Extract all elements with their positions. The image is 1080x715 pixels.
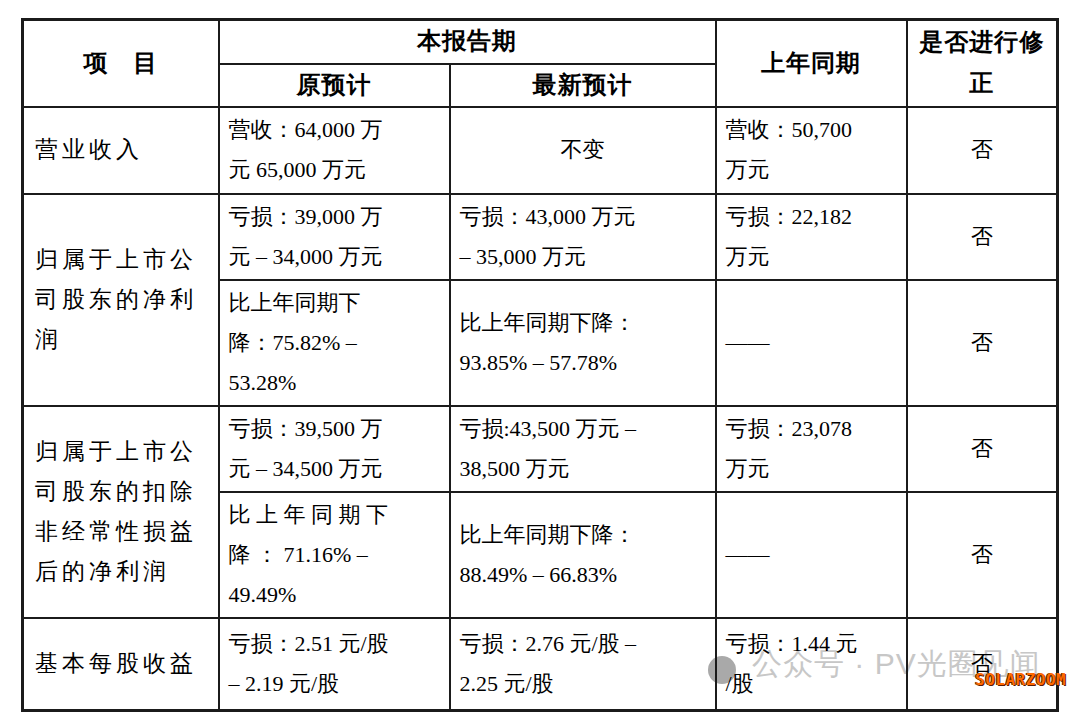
header-current-period: 本报告期	[219, 20, 716, 64]
cell-net-profit-decline-original: 比上年同期下 降：75.82% – 53.28%	[219, 280, 450, 406]
header-prior-year: 上年同期	[716, 20, 907, 107]
cell-basic-eps-label: 基本每股收益	[23, 618, 219, 711]
header-item: 项 目	[23, 20, 219, 107]
cell-net-profit-amount-prior: 亏损：22,182 万元	[716, 194, 907, 280]
cell-net-profit-amount-original: 亏损：39,000 万 元 – 34,000 万元	[219, 194, 450, 280]
row-revenue: 营业收入 营收：64,000 万 元 65,000 万元 不变 营收：50,70…	[23, 107, 1058, 194]
cell-deducted-profit-amount-original: 亏损：39,500 万 元 – 34,500 万元	[219, 406, 450, 492]
earnings-forecast-table: 项 目 本报告期 上年同期 是否进行修 正 原预计 最新预计 营业收入 营收：6…	[21, 18, 1059, 712]
row-deducted-profit-amount: 归属于上市公 司股东的扣除 非经常性损益 后的净利润 亏损：39,500 万 元…	[23, 406, 1058, 492]
cell-basic-eps-original: 亏损：2.51 元/股 – 2.19 元/股	[219, 618, 450, 711]
row-net-profit-amount: 归属于上市公 司股东的净利 润 亏损：39,000 万 元 – 34,000 万…	[23, 194, 1058, 280]
cell-revenue-prior: 营收：50,700 万元	[716, 107, 907, 194]
row-basic-eps: 基本每股收益 亏损：2.51 元/股 – 2.19 元/股 亏损：2.76 元/…	[23, 618, 1058, 711]
cell-basic-eps-revision: 否	[907, 618, 1058, 711]
cell-net-profit-amount-revision: 否	[907, 194, 1058, 280]
cell-net-profit-decline-prior: ——	[716, 280, 907, 406]
cell-deducted-profit-label: 归属于上市公 司股东的扣除 非经常性损益 后的净利润	[23, 406, 219, 618]
cell-basic-eps-prior: 亏损：1.44 元 /股	[716, 618, 907, 711]
cell-deducted-profit-amount-revision: 否	[907, 406, 1058, 492]
cell-net-profit-decline-revision: 否	[907, 280, 1058, 406]
cell-deducted-profit-decline-original: 比 上 年 同 期 下 降 ： 71.16% – 49.49%	[219, 492, 450, 618]
header-row-1: 项 目 本报告期 上年同期 是否进行修 正	[23, 20, 1058, 64]
cell-revenue-revision: 否	[907, 107, 1058, 194]
cell-revenue-latest: 不变	[450, 107, 716, 194]
cell-deducted-profit-decline-latest: 比上年同期下降： 88.49% – 66.83%	[450, 492, 716, 618]
document-page: 公众号 · PV光圈见闻 项 目 本报告期 上年同期 是否进行修 正 原预计 最…	[0, 0, 1080, 715]
cell-deducted-profit-amount-prior: 亏损：23,078 万元	[716, 406, 907, 492]
cell-deducted-profit-decline-revision: 否	[907, 492, 1058, 618]
cell-deducted-profit-amount-latest: 亏损:43,500 万元 – 38,500 万元	[450, 406, 716, 492]
cell-revenue-label: 营业收入	[23, 107, 219, 194]
header-latest-estimate: 最新预计	[450, 64, 716, 107]
cell-basic-eps-latest: 亏损：2.76 元/股 – 2.25 元/股	[450, 618, 716, 711]
cell-net-profit-label: 归属于上市公 司股东的净利 润	[23, 194, 219, 406]
cell-net-profit-amount-latest: 亏损：43,000 万元 – 35,000 万元	[450, 194, 716, 280]
cell-net-profit-decline-latest: 比上年同期下降： 93.85% – 57.78%	[450, 280, 716, 406]
solarzoom-logo: SOLARZOOM	[975, 671, 1066, 689]
cell-revenue-original: 营收：64,000 万 元 65,000 万元	[219, 107, 450, 194]
cell-deducted-profit-decline-prior: ——	[716, 492, 907, 618]
header-revision: 是否进行修 正	[907, 20, 1058, 107]
header-original-estimate: 原预计	[219, 64, 450, 107]
